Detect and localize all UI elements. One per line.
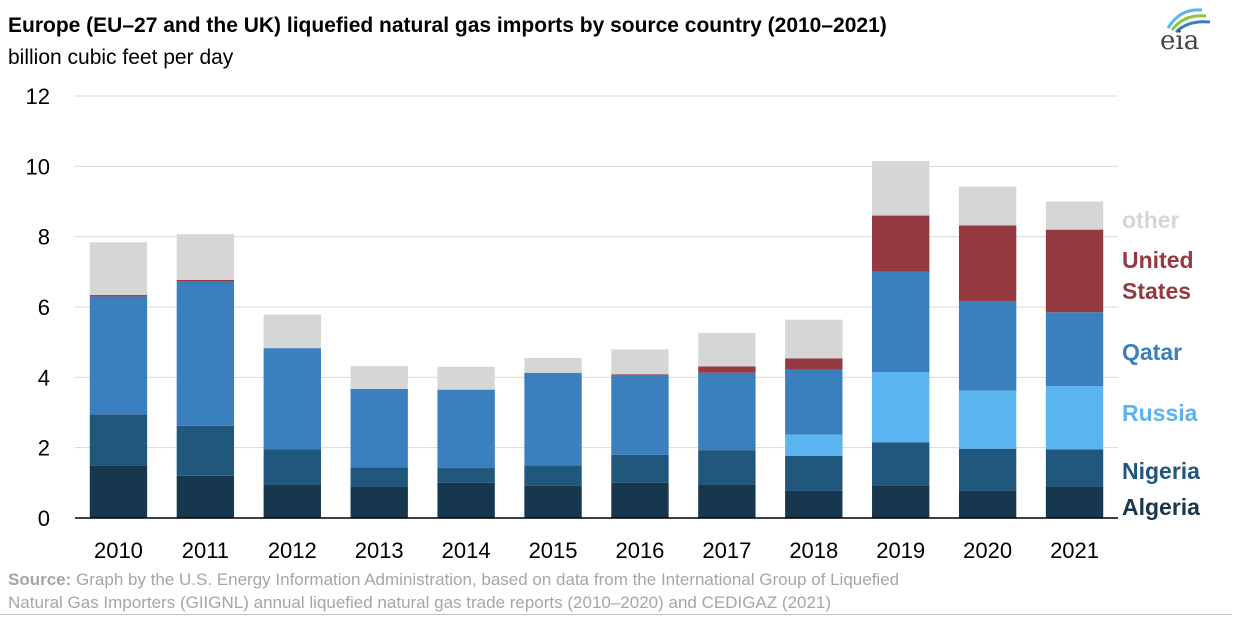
x-tick-label: 2018 [789, 538, 838, 563]
bar-segment-nigeria [176, 425, 235, 476]
bar-segment-united-states [958, 225, 1017, 302]
legend-label-other: other [1122, 207, 1180, 233]
x-tick-label: 2014 [442, 538, 491, 563]
eia-logo: eia [1158, 6, 1218, 56]
bar-segment-qatar [698, 372, 756, 451]
bar-segment-other [263, 314, 321, 349]
bar-segment-nigeria [872, 442, 930, 486]
bar-segment-qatar [872, 271, 930, 373]
eia-logo-icon [1166, 8, 1211, 34]
bar-segment-nigeria [437, 468, 495, 483]
y-tick-label: 6 [38, 295, 50, 320]
bar-segment-qatar [1045, 312, 1104, 387]
bar-segment-united-states [872, 215, 930, 272]
x-tick-label: 2010 [94, 538, 143, 563]
bar-segment-other [958, 186, 1017, 226]
bar-segment-nigeria [89, 414, 148, 466]
bar-segment-russia [785, 434, 843, 456]
bar-segment-algeria [1045, 486, 1104, 518]
bar-segment-qatar [89, 296, 148, 415]
bar-segment-qatar [524, 372, 582, 466]
bar-segment-nigeria [524, 465, 582, 486]
bar-segment-algeria [785, 490, 843, 518]
y-tick-label: 0 [38, 506, 50, 531]
bar-segment-qatar [785, 369, 843, 435]
bar-segment-other [437, 366, 495, 390]
bar-segment-nigeria [1045, 449, 1104, 487]
bar-segment-russia [958, 390, 1017, 449]
bar-segment-algeria [958, 490, 1017, 518]
bar-segment-qatar [350, 388, 408, 468]
x-tick-label: 2020 [963, 538, 1012, 563]
x-tick-label: 2021 [1050, 538, 1099, 563]
x-tick-label: 2011 [182, 538, 229, 563]
chart-title: Europe (EU–27 and the UK) liquefied natu… [8, 14, 887, 37]
legend-label-united-states: States [1122, 278, 1191, 304]
bar-segment-algeria [176, 475, 235, 518]
y-tick-label: 8 [38, 225, 50, 250]
x-tick-label: 2019 [876, 538, 925, 563]
bar-segment-nigeria [350, 467, 408, 487]
bar-segment-nigeria [785, 455, 843, 491]
bar-segment-algeria [611, 482, 669, 518]
y-tick-label: 12 [26, 84, 50, 109]
x-tick-label: 2017 [702, 538, 751, 563]
bar-segment-nigeria [698, 450, 756, 485]
bar-segment-nigeria [611, 454, 669, 483]
bar-segment-united-states [1045, 229, 1104, 313]
x-tick-label: 2013 [355, 538, 404, 563]
bar-segment-nigeria [958, 448, 1017, 491]
bottom-rule [0, 614, 1232, 615]
bar-segment-algeria [524, 485, 582, 518]
bar-segment-united-states [698, 366, 756, 373]
bar-segment-algeria [698, 484, 756, 518]
source-line-2: Natural Gas Importers (GIIGNL) annual li… [8, 593, 832, 612]
legend-label-qatar: Qatar [1122, 339, 1182, 365]
source-line-1: Graph by the U.S. Energy Information Adm… [71, 570, 900, 589]
bar-segment-other [611, 349, 669, 375]
chart-subtitle: billion cubic feet per day [8, 46, 234, 69]
bar-segment-other [872, 161, 930, 216]
bar-segment-united-states [176, 279, 235, 282]
x-tick-label: 2012 [268, 538, 317, 563]
bar-segment-nigeria [263, 449, 321, 485]
bar-segment-qatar [176, 281, 235, 426]
bar-segment-algeria [872, 485, 930, 518]
bar-segment-other [350, 366, 408, 389]
bar-segment-other [176, 234, 235, 280]
bar-segment-other [785, 319, 843, 359]
legend-label-nigeria: Nigeria [1122, 458, 1200, 484]
bar-segment-other [524, 357, 582, 373]
bar-segment-other [698, 333, 756, 367]
bar-segment-qatar [263, 348, 321, 450]
source-note: Source: Graph by the U.S. Energy Informa… [8, 568, 1228, 614]
bar-segment-algeria [89, 465, 148, 518]
stacked-bar-chart: 0 2 4 6 8 10 12 2010 2011 2012 2013 2014 2015 2016 201… [26, 84, 1201, 563]
legend-label-united-states: United [1122, 247, 1194, 273]
x-tick-label: 2015 [529, 538, 578, 563]
eia-logo-text: eia [1160, 26, 1200, 56]
bar-segment-algeria [437, 482, 495, 518]
bar-segment-algeria [350, 486, 408, 518]
bar-segment-other [1045, 201, 1104, 230]
bar-segment-russia [872, 372, 930, 443]
legend-label-algeria: Algeria [1122, 494, 1200, 520]
bar-segment-qatar [437, 389, 495, 469]
bar-segment-united-states [785, 358, 843, 370]
x-tick-label: 2016 [615, 538, 664, 563]
bar-segment-qatar [611, 374, 669, 455]
bar-segment-qatar [958, 301, 1017, 391]
bar-segment-united-states [89, 295, 148, 297]
bar-segment-united-states [611, 374, 669, 375]
bar-segment-other [89, 242, 148, 296]
legend-label-russia: Russia [1122, 400, 1198, 426]
bar-segment-russia [1045, 386, 1104, 450]
bar-segment-algeria [263, 484, 321, 518]
y-tick-label: 10 [26, 154, 50, 179]
source-label: Source: [8, 570, 72, 589]
y-tick-label: 2 [38, 436, 50, 461]
y-tick-label: 4 [38, 365, 50, 390]
